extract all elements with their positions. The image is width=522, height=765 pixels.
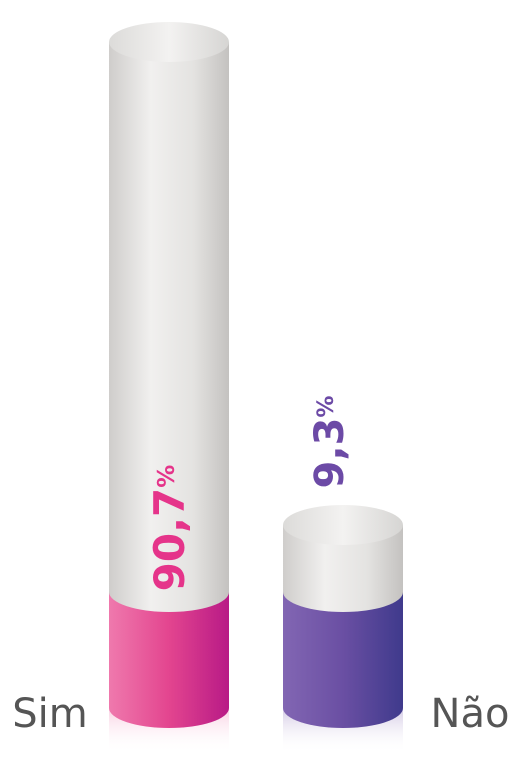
bar-no bbox=[283, 505, 403, 728]
bar-value-segment-sim bbox=[109, 592, 229, 728]
category-label-sim: Sim bbox=[12, 691, 87, 737]
bar-value-segment-no bbox=[283, 592, 403, 728]
bar-remainder-segment-sim bbox=[109, 42, 229, 612]
bar-remainder-segment-no bbox=[283, 525, 403, 612]
bar-top-cap-sim bbox=[109, 22, 229, 62]
bar-top-cap-no bbox=[283, 505, 403, 545]
value-label-sim: 90,7% bbox=[145, 465, 194, 592]
category-label-no: Não bbox=[431, 691, 510, 737]
bar-sim bbox=[109, 22, 229, 728]
value-label-no: 9,3% bbox=[307, 396, 353, 489]
